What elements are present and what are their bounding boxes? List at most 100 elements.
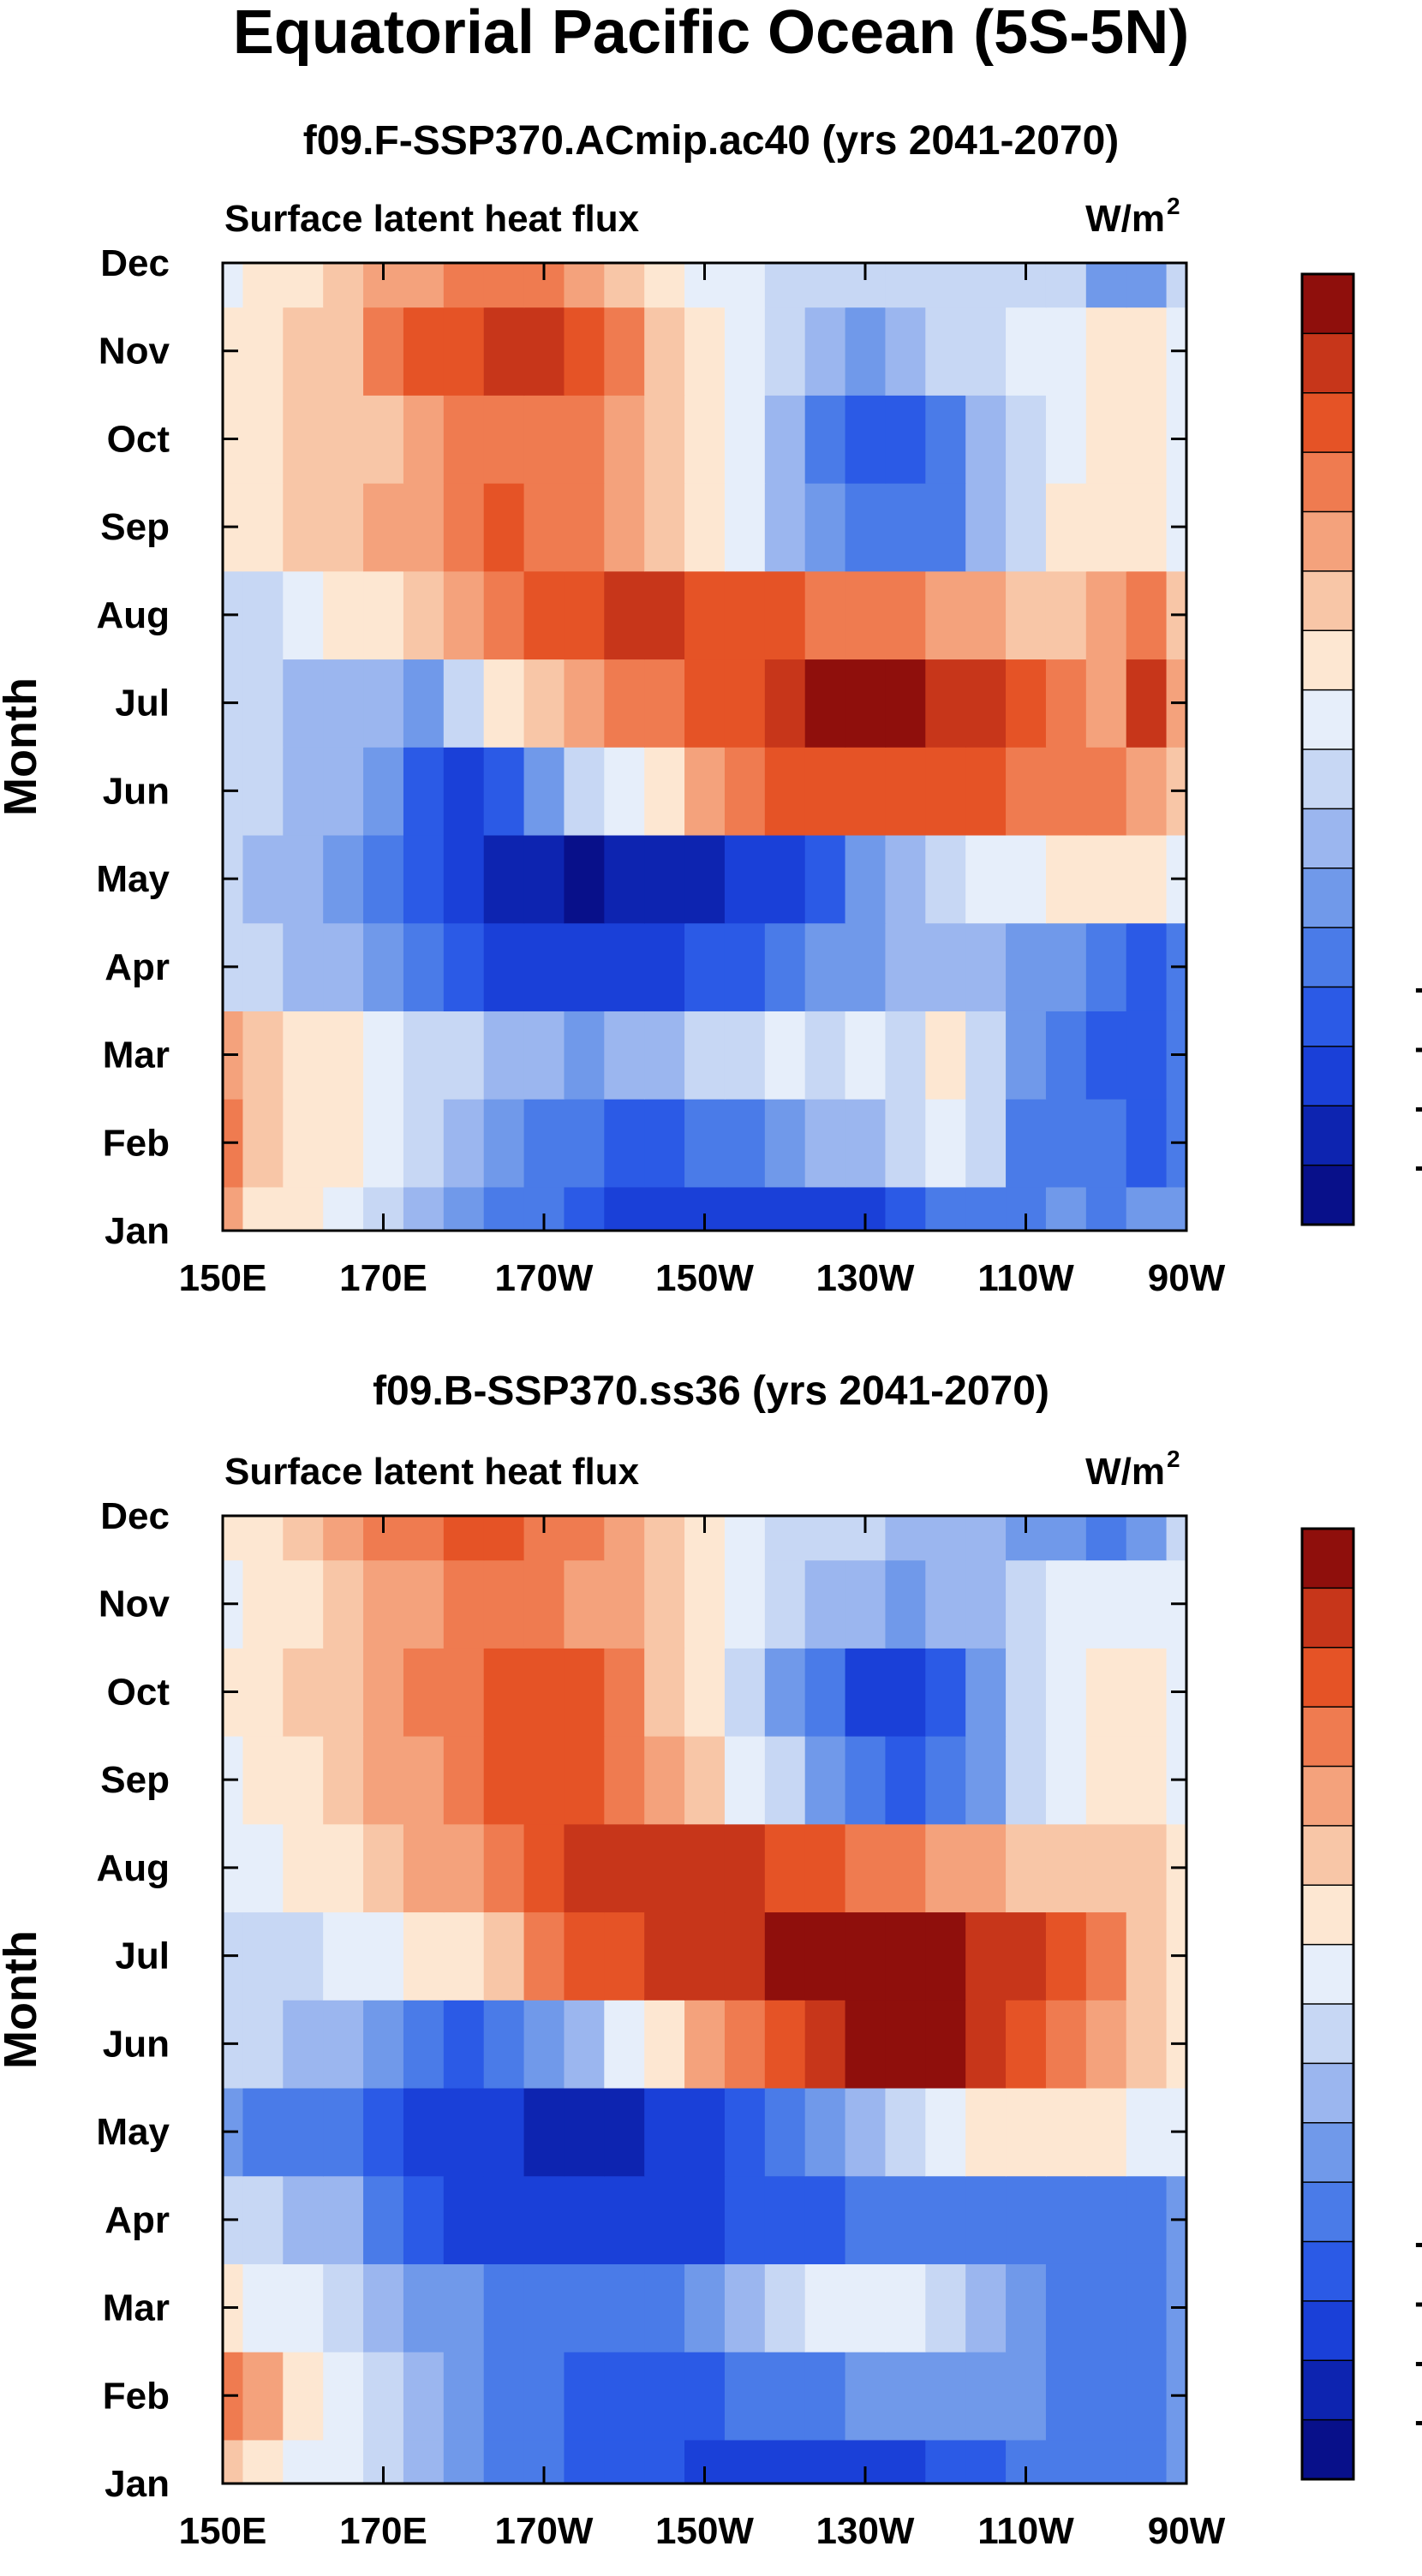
heatmap-cell-Oct-165E: [323, 1648, 364, 1737]
heatmap-cell-Nov-160E: [283, 1559, 324, 1649]
heatmap-cell-Aug-125W: [885, 1823, 927, 1913]
x-tick-label-170e: 170E: [339, 2510, 427, 2552]
heatmap-cell-Jun-110W: [1006, 747, 1047, 836]
heatmap-cell-Apr-135W: [804, 922, 846, 1011]
panel-1-y-axis-label: Month: [0, 677, 46, 816]
heatmap-cell-Dec-165E: [323, 1516, 364, 1561]
heatmap-cell-Mar-100W: [1085, 1011, 1127, 1100]
x-tick-label-90w: 90W: [1148, 1257, 1226, 1299]
heatmap-cell-Jun-130W: [845, 747, 887, 836]
heatmap-cell-Apr-95W: [1126, 2175, 1168, 2264]
heatmap-cell-Jan-160W: [604, 1186, 645, 1231]
heatmap-cell-Jul-115W: [965, 659, 1007, 748]
heatmap-cell-Dec-160E: [283, 263, 324, 308]
y-tick-label-may: May: [96, 858, 170, 900]
heatmap-cell-Dec-135W: [804, 1516, 846, 1561]
heatmap-cell-Jan-155W: [644, 1186, 685, 1231]
heatmap-cell-Aug-130W: [845, 1823, 887, 1913]
heatmap-cell-Dec-100W: [1085, 263, 1127, 308]
heatmap-cell-Apr-135W: [804, 2175, 846, 2264]
heatmap-cell-Feb-165E: [323, 2351, 364, 2441]
heatmap-cell-Nov-170E: [363, 307, 404, 396]
heatmap-cell-Nov-145W: [724, 1559, 766, 1649]
heatmap-cell-Jul-95W: [1126, 1911, 1168, 2001]
heatmap-cell-Jul-175E: [403, 659, 445, 748]
heatmap-cell-Jun-170E: [363, 747, 404, 836]
colorbar-label: -15: [1414, 2281, 1422, 2322]
heatmap-cell-Mar-175W: [483, 1011, 525, 1100]
heatmap-cell-Aug-150W: [684, 570, 726, 660]
heatmap-cell-Jan-125W: [885, 2439, 927, 2484]
heatmap-cell-Dec-140W: [764, 1516, 806, 1561]
heatmap-cell-Apr-110W: [1006, 922, 1047, 1011]
heatmap-cell-Mar-115W: [965, 2263, 1007, 2352]
heatmap-cell-May-95W: [1126, 834, 1168, 924]
heatmap-cell-Sep-150W: [684, 1735, 726, 1825]
colorbar-label: -15: [1414, 1027, 1422, 1067]
heatmap-cell-May-155E: [242, 834, 284, 924]
heatmap-cell-Feb-160W: [604, 1098, 645, 1188]
heatmap-cell-Jun-180: [443, 2000, 485, 2089]
heatmap-cell-Apr-120W: [925, 922, 966, 1011]
heatmap-cell-Oct-175E: [403, 395, 445, 484]
heatmap-cell-Mar-115W: [965, 1011, 1007, 1100]
y-tick-label-sep: Sep: [100, 1759, 170, 1801]
heatmap-cell-Aug-165E: [323, 570, 364, 660]
heatmap-cell-Jul-100W: [1085, 1911, 1127, 2001]
heatmap-cell-Apr-160E: [283, 922, 324, 1011]
heatmap-cell-Aug-140W: [764, 570, 806, 660]
heatmap-cell-Jan-155W: [644, 2439, 685, 2484]
heatmap-cell-Dec-105W: [1045, 1516, 1087, 1561]
heatmap-cell-Oct-135W: [804, 395, 846, 484]
panel-2: f09.B-SSP370.ss36 (yrs 2041-2070) Surfac…: [0, 1368, 1422, 2552]
x-tick-label-170e: 170E: [339, 1257, 427, 1299]
heatmap-cell-Feb-175E: [403, 2351, 445, 2441]
heatmap-cell-Jun-165W: [564, 747, 606, 836]
heatmap-cell-Jul-155W: [644, 1911, 685, 2001]
heatmap-cell-Feb-95W: [1126, 1098, 1168, 1188]
heatmap-cell-May-140W: [764, 834, 806, 924]
heatmap-cell-Nov-160W: [604, 307, 645, 396]
heatmap-cell-Nov-105W: [1045, 307, 1087, 396]
colorbar-segment: [1301, 1164, 1354, 1226]
heatmap-cell-May-100W: [1085, 834, 1127, 924]
heatmap-cell-Jun-100W: [1085, 2000, 1127, 2089]
heatmap-cell-Sep-125W: [885, 482, 927, 572]
heatmap-cell-Oct-150W: [684, 1648, 726, 1737]
heatmap-cell-Jul-105W: [1045, 659, 1087, 748]
heatmap-cell-Apr-115W: [965, 2175, 1007, 2264]
heatmap-cell-Feb-105W: [1045, 2351, 1087, 2441]
heatmap-cell-Sep-115W: [965, 1735, 1007, 1825]
heatmap-cell-Jan-165W: [564, 2439, 606, 2484]
y-tick-label-jun: Jun: [103, 770, 170, 812]
heatmap-cell-Jul-135W: [804, 1911, 846, 2001]
heatmap-cell-Nov-135W: [804, 307, 846, 396]
heatmap-cell-Mar-155E: [242, 2263, 284, 2352]
heatmap-cell-Jun-155W: [644, 747, 685, 836]
heatmap-cell-Mar-110W: [1006, 2263, 1047, 2352]
heatmap-cell-Jan-180: [443, 2439, 485, 2484]
heatmap-cell-Dec-95W: [1126, 1516, 1168, 1561]
heatmap-cell-Jan-150E: [223, 1186, 244, 1231]
colorbar-label: -25: [1414, 1146, 1422, 1186]
heatmap-cell-Jul-140W: [764, 659, 806, 748]
heatmap-cell-Apr-160W: [604, 922, 645, 1011]
heatmap-cell-Mar-180: [443, 1011, 485, 1100]
heatmap-cell-Mar-175E: [403, 1011, 445, 1100]
heatmap-cell-Nov-145W: [724, 307, 766, 396]
heatmap-cell-Aug-165W: [564, 570, 606, 660]
heatmap-cell-Apr-125W: [885, 922, 927, 1011]
heatmap-cell-May-160E: [283, 834, 324, 924]
heatmap-cell-Aug-165W: [564, 1823, 606, 1913]
heatmap-cell-Jan-125W: [885, 1186, 927, 1231]
heatmap-cell-Aug-160E: [283, 570, 324, 660]
heatmap-cell-Feb-170W: [523, 1098, 565, 1188]
y-tick-label-apr: Apr: [105, 2199, 170, 2241]
heatmap-cell-Mar-105W: [1045, 1011, 1087, 1100]
heatmap-cell-Feb-120W: [925, 2351, 966, 2441]
heatmap-cell-Sep-120W: [925, 1735, 966, 1825]
panel-2-units-exponent: 2: [1167, 1446, 1180, 1472]
heatmap-cell-Mar-170E: [363, 1011, 404, 1100]
heatmap-cell-Aug-100W: [1085, 570, 1127, 660]
heatmap-cell-May-170W: [523, 2087, 565, 2177]
